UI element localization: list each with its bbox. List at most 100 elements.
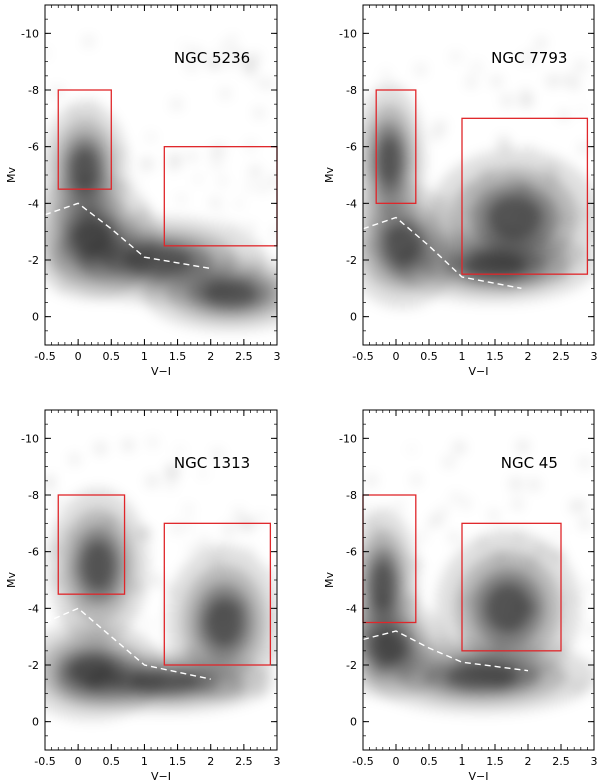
density-dot [45,477,55,489]
density-dot [243,62,256,75]
y-tick-label: -6 [346,546,357,559]
y-tick-label: -10 [339,27,357,40]
density-dot [471,62,482,73]
density-dot [151,575,162,586]
selection-box [461,117,589,275]
density-dot [448,531,460,544]
x-tick-label: 2.5 [235,350,253,363]
density-dot [574,60,587,73]
density-dot [488,509,500,521]
x-tick-label: 0 [75,755,82,768]
y-tick-label: 0 [32,716,39,729]
density-dot [235,200,243,208]
density-dot [417,532,426,541]
density-dot [528,479,540,490]
density-dot [168,159,180,172]
x-tick-label: 1 [141,755,148,768]
selection-box [375,89,417,204]
density-dot [434,121,446,133]
density-dot [520,96,531,107]
x-tick-label: 0 [393,755,400,768]
density-dot [431,130,441,140]
density-dot [69,454,80,465]
density-dot [177,194,186,203]
locus-line [44,202,211,270]
density-dot [535,37,547,49]
y-tick-label: -4 [28,602,39,615]
density-dot [187,152,197,162]
density-dot [512,498,524,510]
density-dot [186,523,193,530]
y-axis-label: Mv [5,167,18,183]
y-tick-label: -2 [28,659,39,672]
locus-line [362,630,529,672]
x-tick-label: 1.5 [169,755,187,768]
x-tick-label: 2.5 [552,755,570,768]
density-map [45,36,277,332]
density-dot [461,498,472,509]
density-dot [94,442,107,455]
x-tick-label: 3 [274,350,281,363]
y-tick-label: -6 [28,141,39,154]
x-tick-label: 3 [591,350,598,363]
density-dot [365,474,378,486]
density-dot [221,89,230,98]
x-tick-label: 0.5 [103,755,121,768]
panel-title: NGC 45 [501,454,558,472]
selection-box [57,89,112,190]
density-dot [245,183,254,191]
density-dot [171,99,182,110]
density-dot [586,623,594,635]
density-dot [246,141,255,150]
density-dot [254,107,265,118]
density-dot [202,534,209,541]
density-dot [578,143,589,154]
density-dot [257,182,269,193]
density-dot [189,50,196,57]
y-axis-label: Mv [5,572,18,588]
x-axis-label: V−I [469,770,489,781]
x-tick-label: -0.5 [352,755,373,768]
locus-line [44,607,211,680]
density-map [363,440,594,714]
x-axis-label: V−I [151,365,171,378]
y-tick-label: -8 [28,489,39,502]
x-tick-label: 1 [459,350,466,363]
y-tick-label: -4 [28,197,39,210]
density-dot [212,449,223,459]
x-tick-label: 2.5 [552,350,570,363]
density-dot [194,175,202,183]
y-tick-label: -6 [28,546,39,559]
density-dot [215,144,226,155]
cmd-panel: -0.5 0 0.5 1 1.5 2 2.5 3 0 -2 -4 -6 -8 -10 V−I Mv NGC 52… [5,4,281,378]
density-dot [249,165,261,178]
x-tick-label: 2 [207,755,214,768]
x-tick-label: 0.5 [420,755,438,768]
density-dot [579,457,590,469]
density-dot [210,197,221,209]
density-dot [382,70,390,78]
density-dot [223,524,234,535]
density-dot [211,158,223,169]
cmd-panel: -0.5 0 0.5 1 1.5 2 2.5 3 0 -2 -4 -6 -8 -10 V−I Mv NGC 45 [323,409,598,781]
density-dot [148,437,157,447]
y-tick-label: -8 [346,84,357,97]
density-blob [205,597,243,648]
density-dot [171,522,183,534]
density-dot [147,133,155,141]
x-tick-label: 1.5 [486,755,504,768]
density-blob [377,136,401,186]
x-tick-label: 0.5 [420,350,438,363]
density-blob [487,195,543,240]
y-tick-label: -10 [21,27,39,40]
cmd-panel: -0.5 0 0.5 1 1.5 2 2.5 3 0 -2 -4 -6 -8 -10 V−I Mv NGC 13… [5,409,281,781]
density-dot [122,439,134,451]
density-dot [271,227,277,238]
panel-title: NGC 1313 [174,454,250,472]
density-blob [70,147,99,192]
density-dot [133,178,141,186]
density-dot [559,77,567,85]
density-dot [395,500,404,509]
y-tick-label: -2 [28,254,39,267]
density-dot [412,475,421,485]
